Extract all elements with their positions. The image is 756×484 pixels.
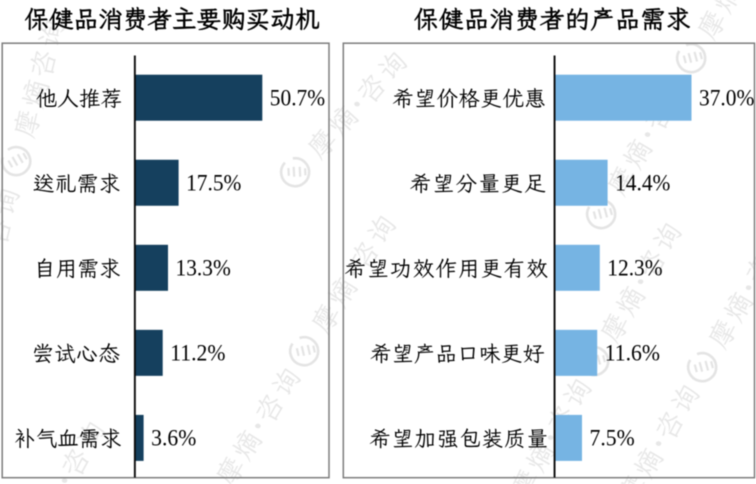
svg-text:13.3%: 13.3% xyxy=(176,256,231,281)
svg-text:17.5%: 17.5% xyxy=(186,170,241,195)
svg-text:11.6%: 11.6% xyxy=(605,341,660,366)
svg-text:7.5%: 7.5% xyxy=(590,426,635,451)
svg-text:50.7%: 50.7% xyxy=(270,85,325,110)
svg-text:11.2%: 11.2% xyxy=(170,341,225,366)
svg-text:14.4%: 14.4% xyxy=(615,170,670,195)
svg-text:3.6%: 3.6% xyxy=(151,426,196,451)
svg-text:37.0%: 37.0% xyxy=(699,85,754,110)
svg-text:12.3%: 12.3% xyxy=(607,256,662,281)
